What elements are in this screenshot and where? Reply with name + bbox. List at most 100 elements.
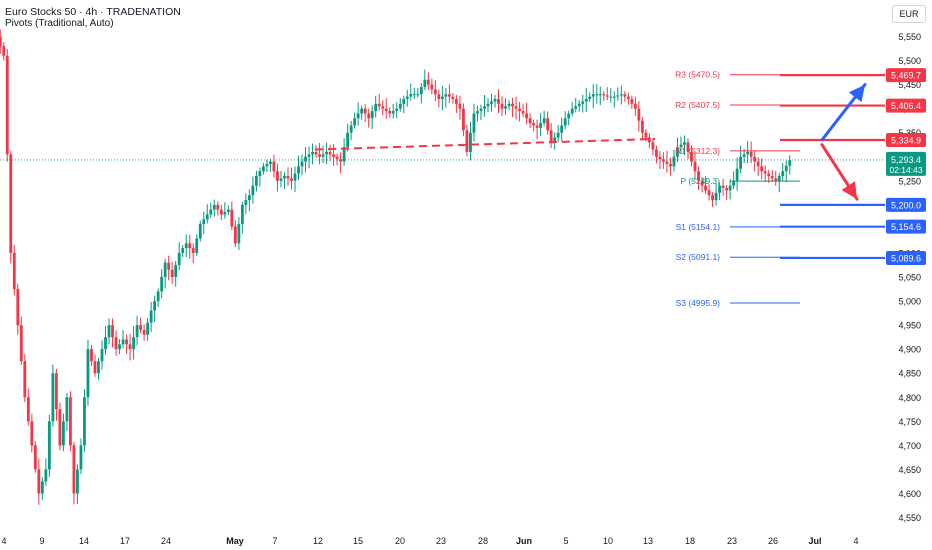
candle-body bbox=[230, 209, 234, 227]
candle-body bbox=[732, 180, 736, 186]
candle-body bbox=[174, 264, 178, 277]
candle-body bbox=[219, 209, 223, 215]
candle-body bbox=[504, 106, 507, 109]
x-tick-label: 12 bbox=[313, 536, 323, 546]
candle-body bbox=[223, 212, 227, 215]
level-price-tag bbox=[886, 197, 926, 212]
last-price-tag bbox=[886, 151, 926, 176]
candle-body bbox=[718, 185, 721, 193]
candle-body bbox=[286, 175, 290, 179]
candle-body bbox=[212, 204, 216, 210]
x-tick-label: 9 bbox=[39, 536, 44, 546]
candle-body bbox=[633, 103, 637, 109]
candle-body bbox=[658, 156, 662, 160]
price-axis[interactable]: 5,5505,5005,4505,4005,3505,3005,2505,200… bbox=[886, 32, 926, 523]
candle-body bbox=[405, 96, 409, 100]
indicator-label: Pivots (Traditional, Auto) bbox=[5, 18, 114, 29]
candle-body bbox=[233, 226, 237, 244]
candle-body bbox=[679, 144, 683, 148]
candle-body bbox=[725, 188, 728, 191]
candle-body bbox=[2, 46, 6, 56]
candle-body bbox=[353, 118, 357, 126]
x-tick-label: Jun bbox=[516, 536, 532, 546]
candle-body bbox=[142, 329, 146, 335]
candle-body bbox=[65, 397, 69, 422]
x-tick-label: 28 bbox=[478, 536, 488, 546]
y-tick-label: 4,700 bbox=[898, 441, 921, 451]
x-tick-label: 4 bbox=[853, 536, 858, 546]
candle-body bbox=[205, 214, 209, 220]
candle-body bbox=[518, 108, 521, 112]
candle-body bbox=[177, 252, 181, 265]
candle-body bbox=[83, 397, 86, 446]
candle-body bbox=[465, 130, 469, 152]
pivot-label-s1: S1 (5154.1) bbox=[676, 222, 721, 232]
x-tick-label: 5 bbox=[563, 536, 568, 546]
candle-body bbox=[647, 137, 651, 143]
candle-body bbox=[381, 106, 385, 109]
candle-body bbox=[563, 118, 567, 126]
candle-body bbox=[763, 171, 767, 174]
y-tick-label: 4,550 bbox=[898, 513, 921, 523]
x-tick-label: 13 bbox=[643, 536, 653, 546]
candle-body bbox=[707, 190, 711, 196]
candle-body bbox=[507, 103, 511, 107]
candle-body bbox=[128, 344, 132, 350]
y-tick-label: 5,250 bbox=[898, 176, 921, 186]
candle-body bbox=[697, 171, 700, 181]
candle-body bbox=[584, 99, 588, 102]
x-tick-label: 17 bbox=[120, 536, 130, 546]
x-tick-label: 18 bbox=[685, 536, 695, 546]
candle-body bbox=[462, 108, 465, 131]
candle-body bbox=[44, 469, 48, 482]
candle-body bbox=[181, 248, 185, 253]
candle-body bbox=[626, 96, 630, 100]
pivot-label-r2: R2 (5407.5) bbox=[675, 100, 720, 110]
candle-body bbox=[335, 156, 339, 160]
level-price-tag bbox=[886, 132, 926, 147]
x-tick-label: 4 bbox=[1, 536, 6, 546]
pivot-lines: R3 (5470.5) R2 (5407.5) R1 (5312.3) P (5249… bbox=[0, 70, 885, 308]
level-price-tag-text: 5,089.6 bbox=[891, 253, 921, 263]
level-price-tag-text: 5,154.6 bbox=[891, 222, 921, 232]
candle-body bbox=[304, 156, 307, 162]
candle-body bbox=[605, 95, 609, 97]
x-tick-label: May bbox=[226, 536, 244, 546]
candle-body bbox=[637, 108, 641, 121]
candle-body bbox=[167, 262, 171, 270]
candle-body bbox=[402, 99, 406, 104]
candle-body bbox=[451, 96, 455, 100]
candle-body bbox=[384, 108, 388, 112]
candle-body bbox=[728, 185, 732, 191]
candle-body bbox=[37, 469, 41, 494]
candle-body bbox=[40, 481, 44, 494]
time-axis[interactable]: 4 9 14 17 24 May 7 12 15 20 23 28 Jun 5 10 13 18 23 26 Jul 4 bbox=[1, 536, 858, 546]
candle-body bbox=[76, 469, 79, 494]
candle-body bbox=[556, 132, 560, 138]
candle-body bbox=[553, 137, 557, 143]
candle-body bbox=[276, 171, 279, 181]
x-tick-label: 20 bbox=[395, 536, 405, 546]
candle-body bbox=[244, 200, 248, 205]
last-price-countdown: 02:14:43 bbox=[889, 165, 922, 175]
candle-body bbox=[279, 178, 283, 181]
candle-body bbox=[416, 94, 420, 96]
candle-body bbox=[258, 171, 262, 176]
candle-body bbox=[93, 361, 97, 374]
annotations bbox=[314, 83, 867, 201]
candle-body bbox=[216, 204, 220, 210]
candle-body bbox=[163, 262, 167, 277]
candle-body bbox=[749, 151, 753, 157]
candle-body bbox=[118, 344, 121, 350]
candle-body bbox=[690, 151, 693, 162]
currency-selector[interactable]: EUR bbox=[892, 5, 926, 23]
candle-body bbox=[735, 168, 739, 181]
candle-body bbox=[426, 79, 430, 85]
candle-body bbox=[539, 123, 543, 128]
candle-body bbox=[570, 108, 574, 114]
candle-body bbox=[777, 175, 781, 181]
candle-body bbox=[209, 209, 213, 215]
candle-body bbox=[290, 178, 293, 181]
y-tick-label: 5,500 bbox=[898, 56, 921, 66]
